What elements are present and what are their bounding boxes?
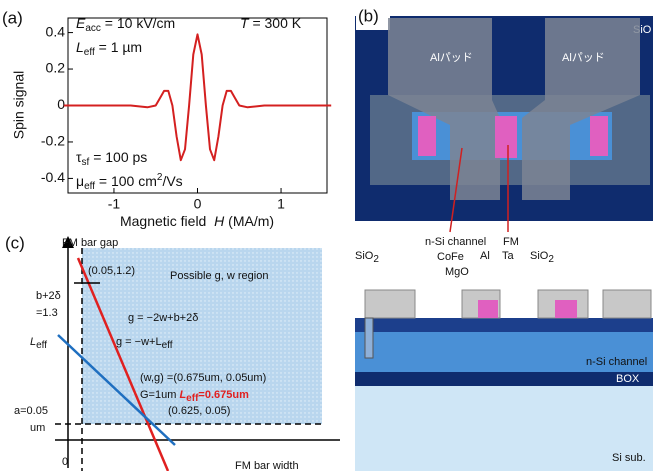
callout-label: Ta <box>502 250 515 262</box>
x-tick-label: 1 <box>277 196 285 212</box>
fm-bar <box>418 116 436 156</box>
si-substrate <box>355 386 653 471</box>
pad-label: Alパッド <box>430 51 473 64</box>
contact <box>365 318 373 358</box>
pad-label: Alパッド <box>562 51 605 64</box>
callout-label: n-Si channel <box>425 236 486 248</box>
x-axis-title: Magnetic field H (MA/m) <box>120 213 274 229</box>
electrodes <box>365 290 651 318</box>
x-tick-label: 0 <box>194 196 202 212</box>
y-axis-title: Spin signal <box>11 71 27 140</box>
fm-bar <box>555 300 577 318</box>
y-tick-label: -0.4 <box>41 169 65 185</box>
panel-c: (c) FM bar gap FM bar width 0 (0.05,1.2)… <box>5 233 340 471</box>
panel-label: (a) <box>2 8 23 27</box>
callout-label: MgO <box>445 266 469 278</box>
y-tick-label: 0 <box>57 96 65 112</box>
axis-title: FM bar width <box>235 460 299 471</box>
annotation: (0.625, 0.05) <box>168 405 230 417</box>
annotation: (w,g) =(0.675um, 0.05um) <box>140 372 266 384</box>
annotation: Possible g, w region <box>170 270 268 282</box>
layer-label: n-Si channel <box>586 356 647 368</box>
y-tick-label: 0.4 <box>46 23 66 39</box>
axis-title: FM bar gap <box>62 237 118 249</box>
y-tick-label: -0.2 <box>41 133 65 149</box>
annotation: Leff = 1 µm <box>76 39 142 58</box>
annotation: g = −2w+b+2δ <box>128 312 198 324</box>
annotation: um <box>30 422 45 434</box>
annotation: τsf = 100 ps <box>76 149 147 168</box>
annotation: (0.05,1.2) <box>88 265 135 277</box>
x-tick-label: -1 <box>108 196 121 212</box>
callout-label: SiO2 <box>355 250 379 265</box>
fm-bar <box>495 116 517 158</box>
annotation: T = 300 K <box>240 15 302 31</box>
annotation: Leff <box>30 336 47 351</box>
panel-a: (a) Spin signal Magnetic field H (MA/m) … <box>2 8 331 228</box>
callout-label: CoFe <box>437 251 464 263</box>
figure: (a) Spin signal Magnetic field H (MA/m) … <box>0 0 653 471</box>
panel-b: (b) SiO Alパッド Alパッド n-Si channel FM Al T… <box>355 2 653 471</box>
oxide-layer <box>355 318 653 332</box>
origin-label: 0 <box>62 456 68 468</box>
layer-label: Si sub. <box>612 452 646 464</box>
annotation: =1.3 <box>36 307 58 319</box>
panel-label: (c) <box>5 233 25 252</box>
box-layer <box>355 372 653 386</box>
annotation: b+2δ <box>36 290 61 302</box>
annotation: a=0.05 <box>14 405 48 417</box>
callout-label: Al <box>480 250 490 262</box>
fm-bar <box>478 300 498 318</box>
fm-bar <box>590 116 608 156</box>
panel-label: (b) <box>358 6 379 25</box>
y-tick-label: 0.2 <box>46 60 66 76</box>
callout-label: FM <box>503 236 519 248</box>
annotation: μeff = 100 cm2/Vs <box>76 172 183 192</box>
callout-label: SiO2 <box>530 250 554 265</box>
layer-label: BOX <box>616 373 640 385</box>
